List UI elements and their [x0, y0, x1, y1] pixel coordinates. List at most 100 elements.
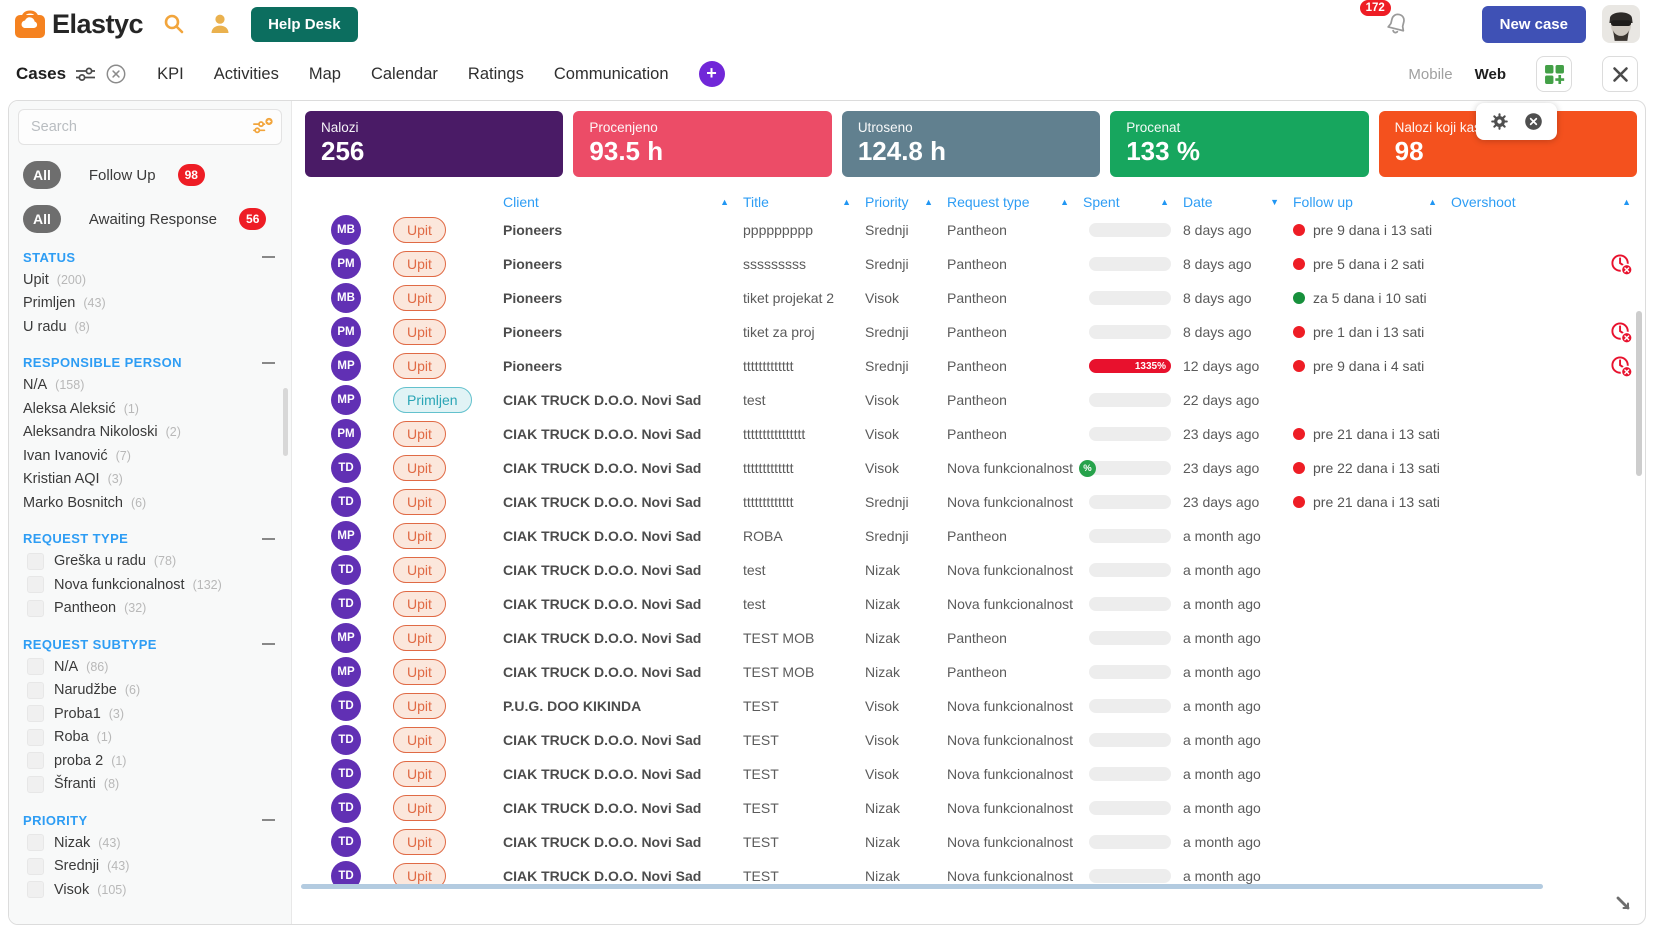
filter-checkbox[interactable]	[27, 729, 44, 746]
status-badge[interactable]: Upit	[393, 727, 446, 753]
assignee-avatar[interactable]: TD	[331, 589, 361, 619]
filter-item[interactable]: Marko Bosnitch (6)	[23, 491, 277, 515]
table-row[interactable]: MP Upit CIAK TRUCK D.O.O. Novi Sad TEST …	[293, 621, 1645, 655]
sort-arrow-icon[interactable]	[1622, 197, 1631, 207]
filter-item[interactable]: Šfranti (8)	[23, 773, 277, 797]
status-badge[interactable]: Upit	[393, 523, 446, 549]
filter-item[interactable]: Narudžbe (6)	[23, 679, 277, 703]
filter-item[interactable]: Kristian AQI (3)	[23, 468, 277, 492]
close-widget-icon[interactable]	[1523, 111, 1544, 132]
kpi-card[interactable]: Procenjeno 93.5 h	[573, 111, 831, 177]
sort-arrow-icon[interactable]	[720, 197, 729, 207]
filter-checkbox[interactable]	[27, 600, 44, 617]
table-row[interactable]: TD Upit P.U.G. DOO KIKINDA TEST Visok No…	[293, 689, 1645, 723]
help-desk-button[interactable]: Help Desk	[251, 7, 358, 42]
table-row[interactable]: PM Upit CIAK TRUCK D.O.O. Novi Sad ttttt…	[293, 417, 1645, 451]
sort-arrow-icon[interactable]	[1060, 197, 1069, 207]
filter-item[interactable]: Nova funkcionalnost (132)	[23, 573, 277, 597]
new-case-button[interactable]: New case	[1482, 6, 1586, 43]
table-row[interactable]: MP Upit CIAK TRUCK D.O.O. Novi Sad TEST …	[293, 655, 1645, 689]
status-badge[interactable]: Upit	[393, 353, 446, 379]
quick-filter[interactable]: All Awaiting Response 56	[9, 205, 291, 233]
filter-item[interactable]: Greška u radu (78)	[23, 550, 277, 574]
status-badge[interactable]: Primljen	[393, 387, 472, 413]
filter-item[interactable]: U radu (8)	[23, 315, 277, 339]
assignee-avatar[interactable]: MP	[331, 521, 361, 551]
table-row[interactable]: TD Upit CIAK TRUCK D.O.O. Novi Sad TEST …	[293, 791, 1645, 825]
app-logo[interactable]: Elastyc	[14, 9, 143, 40]
assignee-avatar[interactable]: TD	[331, 861, 361, 886]
search-icon[interactable]	[159, 9, 189, 39]
assignee-avatar[interactable]: PM	[331, 317, 361, 347]
sort-arrow-icon[interactable]	[1160, 197, 1169, 207]
assignee-avatar[interactable]: PM	[331, 249, 361, 279]
filter-sliders-icon[interactable]	[75, 65, 96, 83]
table-row[interactable]: PM Upit Pioneers tiket za proj Srednji P…	[293, 315, 1645, 349]
table-row[interactable]: MB Upit Pioneers ppppppppp Srednji Panth…	[293, 213, 1645, 247]
assignee-avatar[interactable]: TD	[331, 759, 361, 789]
table-row[interactable]: TD Upit CIAK TRUCK D.O.O. Novi Sad TEST …	[293, 757, 1645, 791]
user-icon[interactable]	[205, 9, 235, 39]
filter-checkbox[interactable]	[27, 553, 44, 570]
search-filter-icon[interactable]	[252, 117, 273, 141]
filter-item[interactable]: Upit (200)	[23, 268, 277, 292]
table-row[interactable]: TD Upit CIAK TRUCK D.O.O. Novi Sad TEST …	[293, 723, 1645, 757]
assignee-avatar[interactable]: TD	[331, 555, 361, 585]
assignee-avatar[interactable]: TD	[331, 453, 361, 483]
overshoot-alarm-icon[interactable]	[1610, 253, 1633, 276]
collapse-icon[interactable]	[262, 643, 275, 645]
user-avatar[interactable]	[1602, 5, 1640, 43]
sidebar-scrollbar[interactable]	[283, 388, 288, 456]
filter-item[interactable]: proba 2 (1)	[23, 749, 277, 773]
filter-item[interactable]: Aleksa Aleksić (1)	[23, 397, 277, 421]
assignee-avatar[interactable]: MP	[331, 351, 361, 381]
assignee-avatar[interactable]: MP	[331, 657, 361, 687]
column-header[interactable]: Overshoot	[1451, 194, 1645, 210]
column-header[interactable]: Date	[1183, 194, 1293, 210]
status-badge[interactable]: Upit	[393, 625, 446, 651]
collapse-icon[interactable]	[262, 819, 275, 821]
assignee-avatar[interactable]: TD	[331, 793, 361, 823]
filter-item[interactable]: Visok (105)	[23, 878, 277, 902]
nav-tab[interactable]: Calendar	[371, 65, 438, 84]
quick-filter[interactable]: All Follow Up 98	[9, 161, 291, 189]
resize-handle-icon[interactable]	[1613, 893, 1633, 918]
tab-cases[interactable]: Cases	[16, 63, 127, 85]
column-header[interactable]: Title	[743, 194, 865, 210]
filter-checkbox[interactable]	[27, 682, 44, 699]
filter-item[interactable]: Nizak (43)	[23, 831, 277, 855]
widgets-button[interactable]	[1536, 56, 1572, 92]
add-tab-button[interactable]: +	[699, 61, 725, 87]
overshoot-alarm-icon[interactable]	[1610, 355, 1633, 378]
filter-item[interactable]: Aleksandra Nikoloski (2)	[23, 421, 277, 445]
assignee-avatar[interactable]: TD	[331, 827, 361, 857]
notifications-button[interactable]: 172	[1384, 11, 1410, 37]
status-badge[interactable]: Upit	[393, 693, 446, 719]
nav-tab[interactable]: Ratings	[468, 65, 524, 84]
status-badge[interactable]: Upit	[393, 863, 446, 886]
status-badge[interactable]: Upit	[393, 761, 446, 787]
table-horizontal-scrollbar[interactable]	[301, 884, 1543, 889]
table-row[interactable]: MP Upit Pioneers ttttttttttttt Srednji P…	[293, 349, 1645, 383]
filter-item[interactable]: Primljen (43)	[23, 292, 277, 316]
filter-item[interactable]: Srednji (43)	[23, 855, 277, 879]
clear-filter-icon[interactable]	[105, 63, 127, 85]
kpi-card[interactable]: Procenat 133 %	[1110, 111, 1368, 177]
assignee-avatar[interactable]: MB	[331, 283, 361, 313]
sort-arrow-icon[interactable]	[924, 197, 933, 207]
filter-checkbox[interactable]	[27, 752, 44, 769]
filter-checkbox[interactable]	[27, 658, 44, 675]
view-toggle-web[interactable]: Web	[1475, 66, 1506, 83]
assignee-avatar[interactable]: MP	[331, 385, 361, 415]
table-row[interactable]: TD Upit CIAK TRUCK D.O.O. Novi Sad ttttt…	[293, 451, 1645, 485]
column-header[interactable]: Spent	[1083, 194, 1183, 210]
sort-arrow-icon[interactable]	[1270, 197, 1279, 207]
status-badge[interactable]: Upit	[393, 591, 446, 617]
filter-checkbox[interactable]	[27, 834, 44, 851]
table-row[interactable]: MB Upit Pioneers tiket projekat 2 Visok …	[293, 281, 1645, 315]
status-badge[interactable]: Upit	[393, 829, 446, 855]
scope-pill[interactable]: All	[23, 205, 61, 233]
filter-checkbox[interactable]	[27, 881, 44, 898]
status-badge[interactable]: Upit	[393, 285, 446, 311]
column-header[interactable]: Request type	[947, 194, 1083, 210]
